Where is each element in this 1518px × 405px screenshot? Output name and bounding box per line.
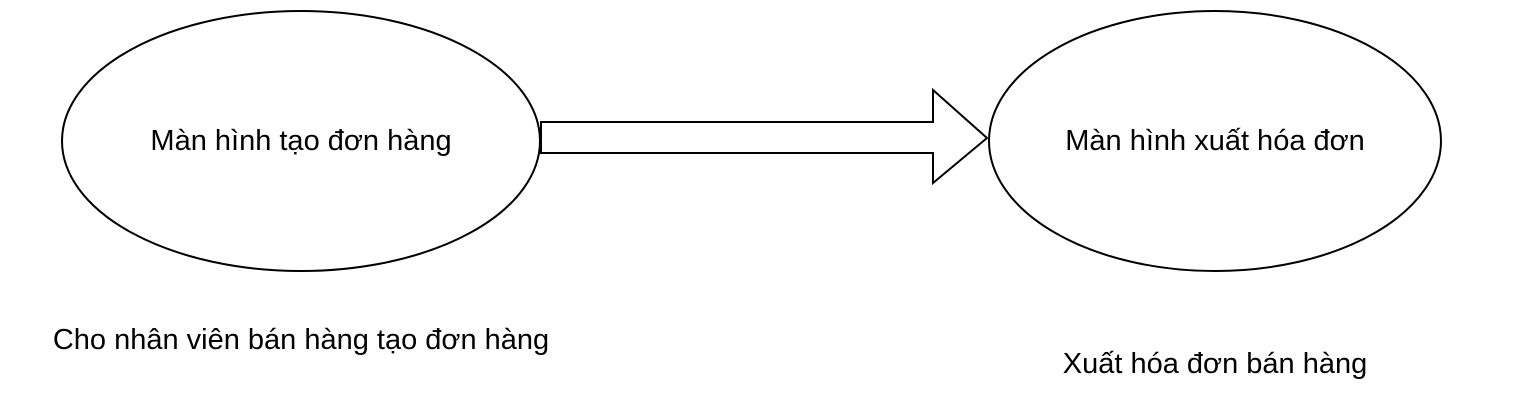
node-invoice-label: Màn hình xuất hóa đơn xyxy=(1065,125,1365,157)
caption-invoice: Xuất hóa đơn bán hàng xyxy=(1062,348,1368,380)
node-create-order-label: Màn hình tạo đơn hàng xyxy=(150,125,452,157)
caption-create-order: Cho nhân viên bán hàng tạo đơn hàng xyxy=(52,324,550,356)
flow-arrow xyxy=(540,87,989,186)
node-invoice-ellipse xyxy=(988,10,1442,272)
